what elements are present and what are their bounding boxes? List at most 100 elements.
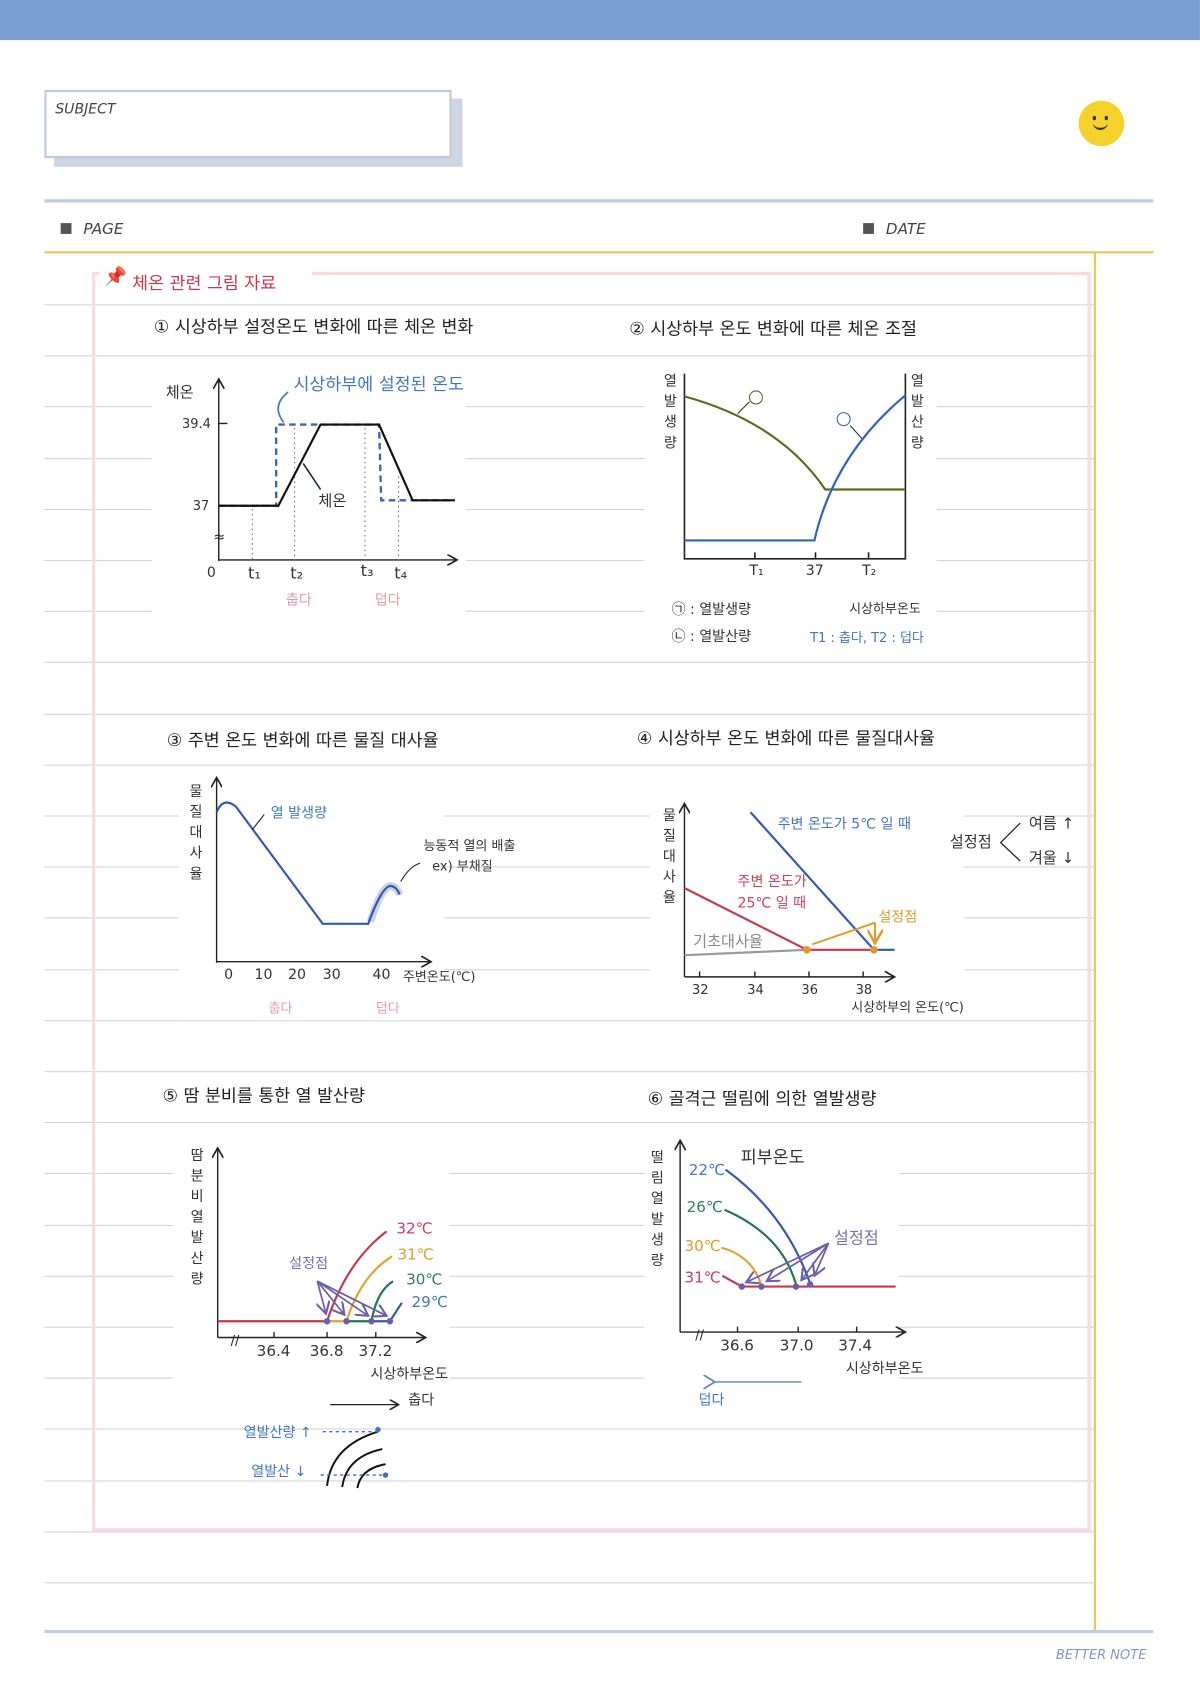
chart3-xtick: 0 — [224, 967, 234, 984]
ruled-line — [44, 610, 1095, 612]
chart4-axes — [684, 804, 894, 977]
chart2-axes — [683, 373, 907, 560]
chart3-curve — [215, 801, 401, 925]
chart1-leaders — [277, 391, 322, 490]
chart6-ylabel: 떨림열발생량 — [650, 1150, 664, 1270]
chart6-title: ⑥ 골격근 떨림에 의한 열발생량 — [647, 1088, 877, 1109]
chart1-axes — [219, 379, 457, 561]
chart4-xtick: 38 — [855, 982, 873, 998]
axis-break-icon: // — [231, 1334, 240, 1349]
chart2-x-t1: T₁ — [749, 563, 764, 580]
heat-loss-down-label: 열발산 ↓ — [251, 1464, 307, 1481]
chart4-ylabel: 물질대사율 — [662, 807, 676, 907]
chart4-red-label: 주변 온도가 — [737, 873, 807, 891]
series-30c — [720, 1246, 763, 1286]
section-title-bg — [99, 264, 312, 297]
ruled-line — [44, 509, 1095, 511]
chart4-basal-line — [684, 948, 807, 957]
series-31c — [721, 1274, 743, 1288]
ruled-line — [44, 1020, 1095, 1022]
footer-divider — [44, 1629, 1154, 1634]
setpoint-label: 설정점 — [949, 833, 992, 852]
setpoint-bracket — [999, 822, 1021, 862]
chart1-body-label: 체온 — [318, 492, 347, 511]
ruled-line — [44, 1224, 1095, 1226]
ruled-line — [44, 406, 1095, 408]
chart6-arrow-label: 덥다 — [698, 1392, 725, 1409]
pin-icon: 📌 — [103, 266, 127, 289]
chart6-skin-label: 피부온도 — [740, 1146, 805, 1168]
summer-label: 여름 ↑ — [1028, 815, 1075, 833]
chart5-series-label: 32℃ — [396, 1220, 433, 1238]
ruled-line — [44, 1071, 1095, 1073]
chart3-xtick: 40 — [372, 967, 391, 984]
date-label: DATE — [885, 220, 926, 239]
chart1-guides — [251, 427, 400, 560]
ruled-line — [44, 1121, 1095, 1124]
chart1-title: ① 시상하부 설정온도 변화에 따른 체온 변화 — [153, 316, 474, 337]
chart6-series-label: 26℃ — [686, 1198, 723, 1217]
chart6-xlabel: 시상하부온도 — [845, 1361, 924, 1378]
ruled-line — [44, 764, 1095, 766]
subject-box[interactable]: SUBJECT — [44, 89, 452, 159]
chart6-series-label: 31℃ — [684, 1269, 721, 1287]
series-22 — [724, 1168, 812, 1284]
chart5-axes — [218, 1148, 426, 1338]
series-31 — [345, 1255, 393, 1322]
ruled-line — [44, 713, 1095, 715]
chart1-bg — [151, 368, 466, 623]
yellow-divider — [44, 251, 1154, 254]
chart5-setpoint-label: 설정점 — [289, 1256, 329, 1273]
chart4-bg — [649, 798, 964, 1015]
chart5-xlabel: 시상하부온도 — [370, 1366, 449, 1383]
ruled-line — [44, 815, 1095, 817]
chart2-heat-production — [684, 395, 906, 491]
chart2-x-37: 37 — [805, 563, 824, 580]
chart5-title: ⑤ 땀 분비를 통한 열 발산량 — [162, 1085, 365, 1106]
chart5-series-label: 29℃ — [411, 1294, 448, 1312]
chart1-hot: 덥다 — [374, 592, 401, 609]
ruled-line — [44, 866, 1095, 868]
chart3-xtick: 20 — [288, 967, 306, 984]
chart1-ylabel: 체온 — [165, 384, 194, 402]
chart2-note: T1 : 춥다, T2 : 덥다 — [810, 630, 924, 646]
chart1-body-temp-line — [218, 423, 455, 507]
chart6-series-label: 22℃ — [688, 1162, 726, 1180]
page-square-icon — [60, 223, 72, 234]
chart2-title: ② 시상하부 온도 변화에 따른 체온 조절 — [629, 318, 917, 339]
series-30 — [370, 1280, 394, 1322]
ruled-line — [44, 661, 1095, 663]
page-label: PAGE — [83, 220, 124, 239]
chart2-ylabel-right: 열발산량 — [910, 373, 924, 452]
chart1-tick-low: 37 — [192, 498, 210, 514]
chart6-xtick: 37.4 — [838, 1337, 873, 1355]
chart5-series-label: 31℃ — [397, 1246, 434, 1264]
chart3-xtick: 30 — [322, 967, 341, 984]
chart3-bg — [178, 771, 445, 1021]
ruled-line — [44, 1172, 1095, 1174]
margin-line — [1093, 252, 1096, 1630]
chart6-series-label: 30℃ — [684, 1237, 721, 1256]
chart3-cold: 춥다 — [268, 1000, 293, 1016]
chart1-set-label: 시상하부에 설정된 온도 — [293, 373, 464, 395]
chart3-note1: 능동적 열의 배출 — [423, 838, 516, 854]
chart3-title: ③ 주변 온도 변화에 따른 물질 대사율 — [166, 729, 439, 751]
chart5-arrow-label: 춥다 — [408, 1392, 435, 1409]
heat-loss-up-label: 열발산량 ↑ — [243, 1425, 312, 1442]
sweat-arcs-icon — [326, 1430, 386, 1489]
chart5-bg — [173, 1142, 450, 1387]
chart1-t1: t₁ — [248, 563, 261, 583]
chart6-xtick: 36.6 — [720, 1337, 754, 1355]
chart2-legend-a: ㉠ : 열발생량 — [671, 602, 752, 619]
ruled-line — [44, 355, 1095, 357]
ruled-line — [44, 917, 1095, 919]
ruled-line — [44, 1326, 1095, 1328]
smiley-icon — [1078, 100, 1125, 147]
series-29 — [388, 1302, 403, 1322]
chart4-xtick: 36 — [801, 982, 818, 998]
footer-brand: BETTER NOTE — [1055, 1647, 1147, 1663]
chart1-t2: t₂ — [290, 563, 304, 583]
chart5-xtick: 36.4 — [256, 1342, 291, 1361]
